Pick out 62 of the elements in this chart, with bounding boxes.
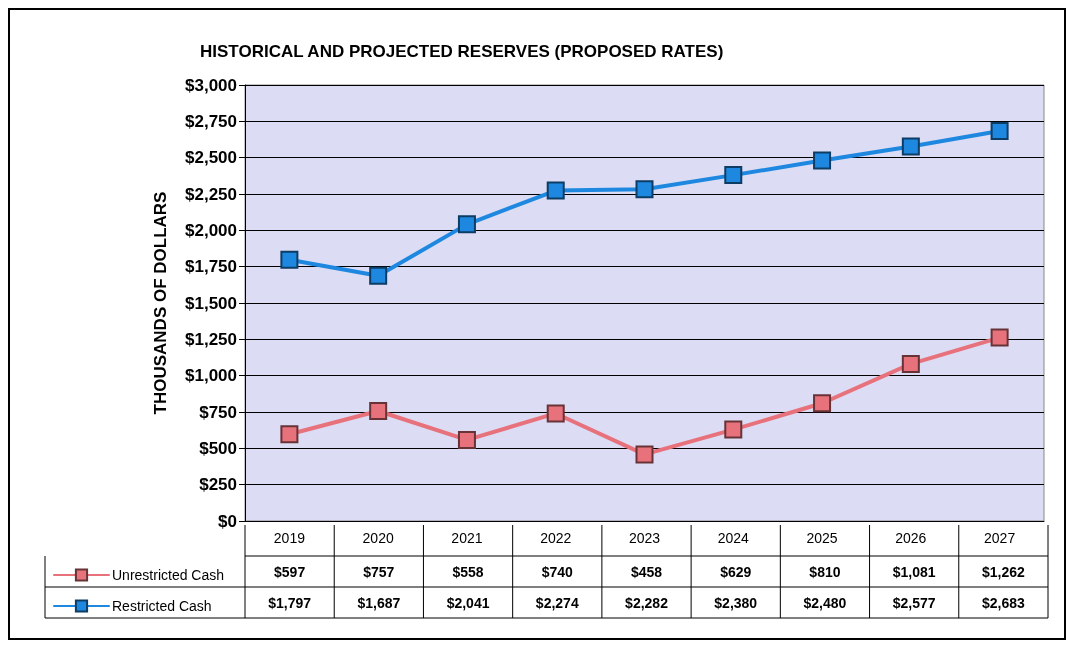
x-tick-label: 2024 xyxy=(717,530,750,546)
data-label: $810 xyxy=(809,563,841,580)
point xyxy=(990,122,1009,141)
point xyxy=(369,266,388,285)
y-tick-label: $3,000 xyxy=(185,75,237,95)
y-tick-label: $2,000 xyxy=(185,220,237,240)
data-label: $2,041 xyxy=(446,594,490,611)
y-tick-label: $1,500 xyxy=(185,293,237,313)
point xyxy=(901,137,920,156)
point xyxy=(457,430,476,449)
chart-title: HISTORICAL AND PROJECTED RESERVES (PROPOSED RATES) xyxy=(200,42,724,61)
y-tick-label: $250 xyxy=(199,475,237,495)
data-label: $740 xyxy=(541,563,574,580)
data-label: $1,262 xyxy=(981,563,1026,580)
x-tick-label: 2019 xyxy=(273,530,306,546)
y-tick-label: $750 xyxy=(199,402,237,422)
legend-label: Unrestricted Cash xyxy=(112,567,225,583)
x-tick-label: 2025 xyxy=(806,530,838,546)
y-tick-label: $1,750 xyxy=(185,257,237,277)
data-label: $1,797 xyxy=(268,594,312,611)
x-tick-label: 2020 xyxy=(362,530,394,546)
data-label: $558 xyxy=(452,563,484,580)
data-label: $2,282 xyxy=(625,594,669,611)
point xyxy=(546,181,565,200)
data-label: $629 xyxy=(720,563,752,580)
point xyxy=(546,404,565,423)
data-label: $2,683 xyxy=(981,594,1026,611)
point xyxy=(369,401,388,420)
y-tick-label: $2,750 xyxy=(185,111,237,131)
point xyxy=(635,445,654,464)
data-label: $2,380 xyxy=(714,594,758,611)
data-label: $757 xyxy=(363,563,395,580)
data-label: $1,687 xyxy=(357,594,401,611)
point xyxy=(724,420,743,439)
point xyxy=(813,394,832,413)
point xyxy=(990,328,1009,347)
point xyxy=(635,180,654,199)
point xyxy=(280,250,299,269)
data-label: $597 xyxy=(274,563,306,580)
data-label: $2,480 xyxy=(803,594,847,611)
data-label: $2,274 xyxy=(535,594,579,611)
y-tick-label: $1,250 xyxy=(185,329,237,349)
data-label: $2,577 xyxy=(892,594,936,611)
y-tick-label: $1,000 xyxy=(185,366,237,386)
data-label: $458 xyxy=(630,563,663,580)
y-axis-title: THOUSANDS OF DOLLARS xyxy=(151,191,170,415)
point xyxy=(724,166,743,185)
point xyxy=(457,215,476,234)
point xyxy=(901,354,920,373)
y-tick-label: $2,500 xyxy=(185,148,237,168)
x-tick-label: 2023 xyxy=(628,530,661,546)
y-tick-label: $500 xyxy=(199,438,237,458)
x-tick-label: 2022 xyxy=(540,530,572,546)
y-tick-label: $2,250 xyxy=(185,184,237,204)
y-tick-label: $0 xyxy=(218,511,237,531)
legend-label: Restricted Cash xyxy=(112,598,212,614)
x-tick-label: 2027 xyxy=(984,530,1016,546)
x-tick-label: 2026 xyxy=(895,530,927,546)
data-label: $1,081 xyxy=(892,563,936,580)
point xyxy=(813,151,832,170)
point xyxy=(280,425,299,444)
x-tick-label: 2021 xyxy=(451,530,483,546)
